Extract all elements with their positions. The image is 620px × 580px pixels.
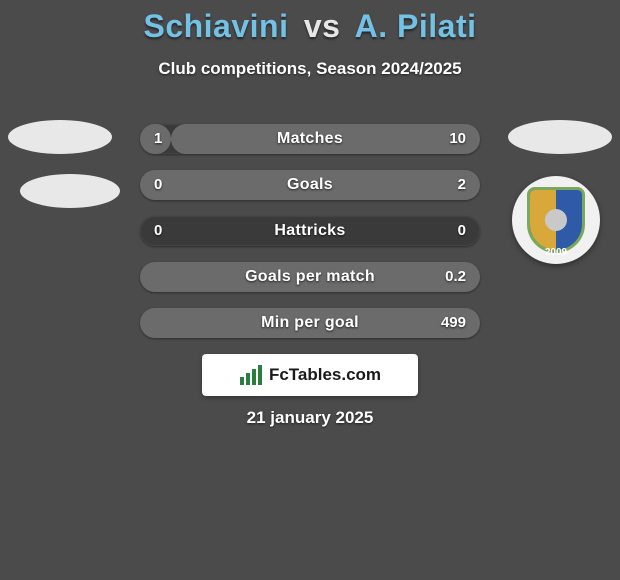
stat-label: Goals (140, 170, 480, 200)
page-title: Schiavini vs A. Pilati (0, 0, 620, 45)
stat-row: 499Min per goal (140, 308, 480, 338)
stat-label: Min per goal (140, 308, 480, 338)
stat-row: 110Matches (140, 124, 480, 154)
stat-row: 00Hattricks (140, 216, 480, 246)
logo-text: FcTables.com (269, 365, 381, 385)
player1-name: Schiavini (143, 8, 288, 44)
club-shield-icon (527, 187, 585, 253)
player2-badge-ellipse (508, 120, 612, 154)
player2-club-crest: 2009 (512, 176, 600, 264)
player2-name: A. Pilati (355, 8, 477, 44)
stat-row: 0.2Goals per match (140, 262, 480, 292)
club-year: 2009 (512, 247, 600, 258)
bars-icon (239, 365, 263, 385)
stat-label: Hattricks (140, 216, 480, 246)
comparison-card: Schiavini vs A. Pilati Club competitions… (0, 0, 620, 580)
subtitle: Club competitions, Season 2024/2025 (0, 59, 620, 79)
vs-separator: vs (304, 8, 341, 44)
player1-club-ellipse (20, 174, 120, 208)
fctables-logo: FcTables.com (202, 354, 418, 396)
stat-label: Matches (140, 124, 480, 154)
stat-rows: 110Matches 02Goals 00Hattricks 0.2Goals per… (140, 124, 480, 354)
player1-badge-ellipse (8, 120, 112, 154)
stat-label: Goals per match (140, 262, 480, 292)
date-text: 21 january 2025 (0, 408, 620, 428)
stat-row: 02Goals (140, 170, 480, 200)
ball-icon (545, 209, 567, 231)
